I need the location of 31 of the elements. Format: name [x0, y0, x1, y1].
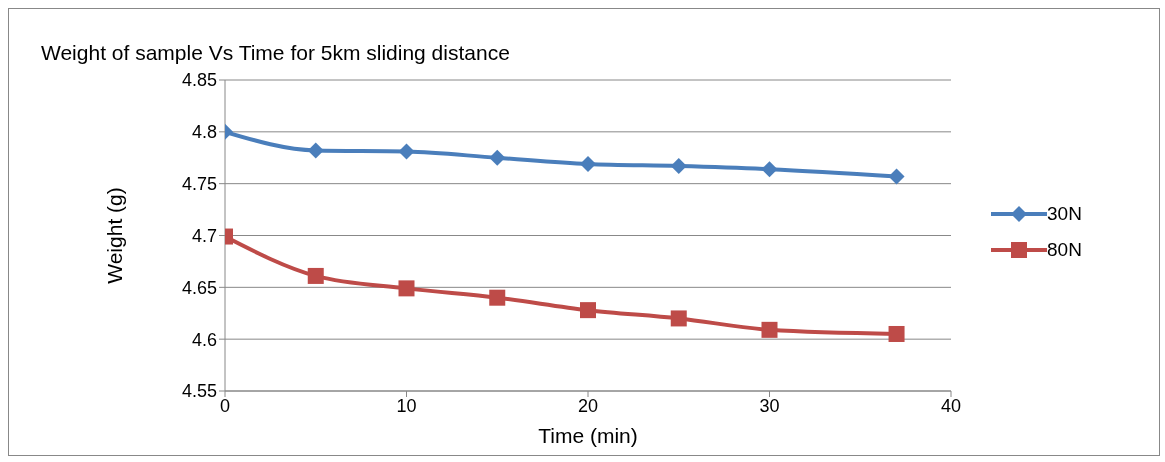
x-tick-label: 10	[396, 395, 417, 416]
x-tick-label: 30	[759, 395, 780, 416]
point	[307, 142, 324, 159]
y-tick-label: 4.75	[181, 174, 217, 195]
point	[888, 325, 905, 342]
point	[888, 168, 905, 185]
x-tick-label: 40	[940, 395, 962, 416]
y-tick-label: 4.65	[181, 277, 217, 298]
y-tick-label: 4.6	[191, 329, 217, 350]
chart-title: Weight of sample Vs Time for 5km sliding distance	[41, 41, 510, 65]
point	[489, 289, 506, 306]
y-tick-label: 4.55	[181, 381, 217, 402]
x-axis-title: Time (min)	[538, 424, 638, 447]
point	[489, 149, 506, 166]
x-tick-label: 20	[577, 395, 599, 416]
point	[580, 155, 596, 172]
y-axis-title: Weight (g)	[103, 187, 127, 284]
point	[580, 302, 596, 319]
point	[670, 158, 687, 175]
x-tick-label: 0	[219, 395, 231, 416]
point	[307, 267, 324, 284]
point	[761, 161, 778, 178]
y-tick-label: 4.85	[181, 70, 217, 91]
y-tick-label: 4.7	[191, 225, 217, 246]
point	[398, 280, 415, 297]
point	[670, 310, 687, 327]
legend-label: 80N	[1047, 239, 1082, 261]
y-tick-label: 4.8	[191, 122, 217, 143]
point	[761, 321, 778, 338]
point	[398, 143, 415, 160]
legend-label: 30N	[1047, 203, 1082, 225]
